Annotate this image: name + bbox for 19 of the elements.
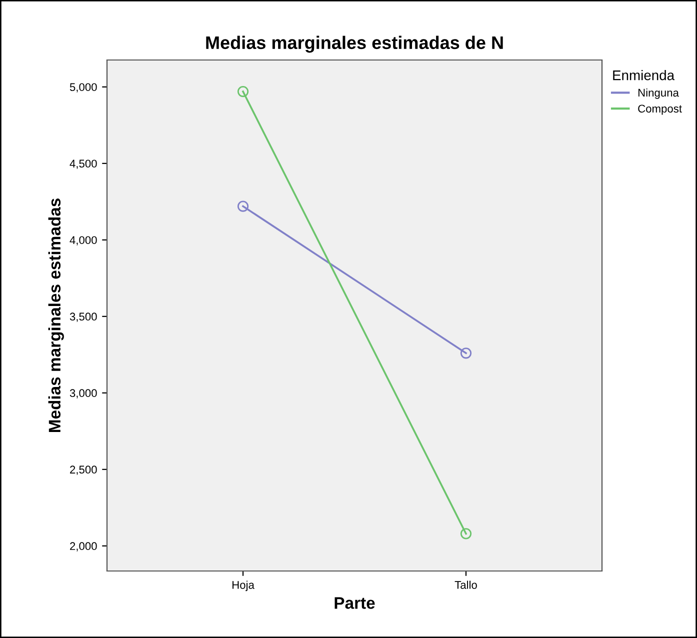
y-tick-label: 4,500: [70, 160, 97, 169]
point: [460, 348, 472, 359]
point: [460, 528, 472, 540]
x-tick-label: Hoja: [232, 580, 254, 592]
y-tick-label: 5,000: [70, 83, 97, 92]
point: [237, 86, 249, 98]
legend-label: Ninguna: [638, 88, 679, 99]
y-tick-label: 2,500: [70, 466, 97, 475]
y-tick-label: 4,000: [70, 236, 97, 246]
legend-label: Compost: [638, 104, 682, 115]
legend-title: Enmienda: [613, 70, 675, 80]
x-axis-title: Parte: [334, 597, 375, 609]
y-tick-label: 2,000: [70, 542, 97, 552]
y-tick-label: 3,500: [70, 312, 97, 322]
y-axis-title: Medias marginales estimadas: [48, 198, 64, 432]
x-tick-label: Tallo: [454, 580, 477, 589]
y-tick-label: 3,000: [70, 389, 97, 398]
chart-title: Medias marginales estimadas de N: [206, 36, 503, 53]
point: [237, 200, 249, 212]
